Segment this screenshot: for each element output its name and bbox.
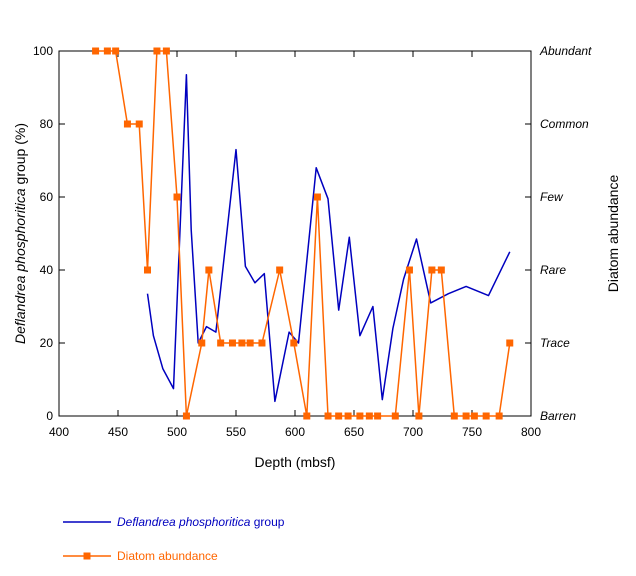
diatom-point <box>182 412 190 420</box>
diatom-point <box>112 47 120 55</box>
diatom-point <box>92 47 100 55</box>
legend-diatom-label: Diatom abundance <box>117 549 218 563</box>
diatom-point <box>482 412 490 420</box>
plot-frame <box>58 50 532 417</box>
series-markers <box>92 47 514 420</box>
diatom-point <box>324 412 332 420</box>
legend-deflandrea-label-italic: Deflandrea phosphoritica <box>117 515 251 529</box>
diatom-point <box>495 412 503 420</box>
diatom-point <box>335 412 343 420</box>
legend-deflandrea-label: Deflandrea phosphoritica group <box>117 515 285 529</box>
diatom-point <box>428 266 436 274</box>
x-axis-title: Depth (mbsf) <box>255 454 336 470</box>
diatom-point <box>450 412 458 420</box>
diatom-point <box>153 47 161 55</box>
diatom-point <box>415 412 423 420</box>
right-tick-label: Trace <box>540 336 570 350</box>
y-tick-label: 0 <box>46 409 53 423</box>
x-tick-label: 550 <box>226 425 246 439</box>
right-tick-label: Rare <box>540 263 566 277</box>
x-tick-label: 800 <box>521 425 541 439</box>
diatom-point <box>228 339 236 347</box>
y-axis-title-rest: group (%) <box>12 123 28 188</box>
series-lines <box>95 50 511 417</box>
y-axis-title: Deflandrea phosphoritica group (%) <box>12 123 28 344</box>
diatom-point <box>205 266 213 274</box>
diatom-point <box>506 339 514 347</box>
diatom-point <box>344 412 352 420</box>
right-axis-ticks: Barren Trace Rare Few Common Abundant <box>525 44 592 423</box>
diatom-line <box>95 50 511 417</box>
right-tick-label: Few <box>540 190 564 204</box>
x-tick-label: 650 <box>344 425 364 439</box>
diatom-point <box>162 47 170 55</box>
diatom-point <box>238 339 246 347</box>
diatom-point <box>462 412 470 420</box>
diatom-point <box>135 120 143 128</box>
diatom-point <box>103 47 111 55</box>
y-tick-label: 60 <box>40 190 54 204</box>
diatom-point <box>374 412 382 420</box>
right-tick-label: Barren <box>540 409 576 423</box>
x-tick-label: 600 <box>285 425 305 439</box>
x-tick-label: 500 <box>167 425 187 439</box>
legend: Deflandrea phosphoritica group Diatom ab… <box>63 515 285 563</box>
diatom-point <box>313 193 321 201</box>
right-axis-title: Diatom abundance <box>605 175 621 293</box>
y-tick-label: 40 <box>40 263 54 277</box>
y-tick-label: 100 <box>33 44 53 58</box>
x-axis-ticks: 400 450 500 550 600 650 700 750 800 <box>49 51 541 439</box>
x-tick-label: 400 <box>49 425 69 439</box>
y-axis-ticks: 0 20 40 60 80 100 <box>33 44 65 423</box>
legend-deflandrea-label-rest: group <box>250 515 284 529</box>
diatom-point <box>276 266 284 274</box>
right-tick-label: Common <box>540 117 589 131</box>
legend-diatom-marker <box>83 552 91 560</box>
diatom-point <box>246 339 254 347</box>
deflandrea-line <box>146 73 511 403</box>
diatom-point <box>303 412 311 420</box>
diatom-point <box>391 412 399 420</box>
diatom-point <box>217 339 225 347</box>
diatom-point <box>198 339 206 347</box>
diatom-point <box>437 266 445 274</box>
right-tick-label: Abundant <box>539 44 592 58</box>
diatom-point <box>144 266 151 274</box>
y-axis-title-italic: Deflandrea phosphoritica <box>12 188 28 344</box>
x-tick-label: 450 <box>108 425 128 439</box>
diatom-point <box>173 193 181 201</box>
diatom-point <box>123 120 131 128</box>
diatom-point <box>290 339 298 347</box>
diatom-point <box>356 412 364 420</box>
diatom-point <box>365 412 373 420</box>
diatom-point <box>470 412 478 420</box>
y-tick-label: 20 <box>40 336 54 350</box>
x-tick-label: 700 <box>403 425 423 439</box>
y-tick-label: 80 <box>40 117 54 131</box>
diatom-point <box>258 339 266 347</box>
x-tick-label: 750 <box>462 425 482 439</box>
diatom-point <box>405 266 413 274</box>
